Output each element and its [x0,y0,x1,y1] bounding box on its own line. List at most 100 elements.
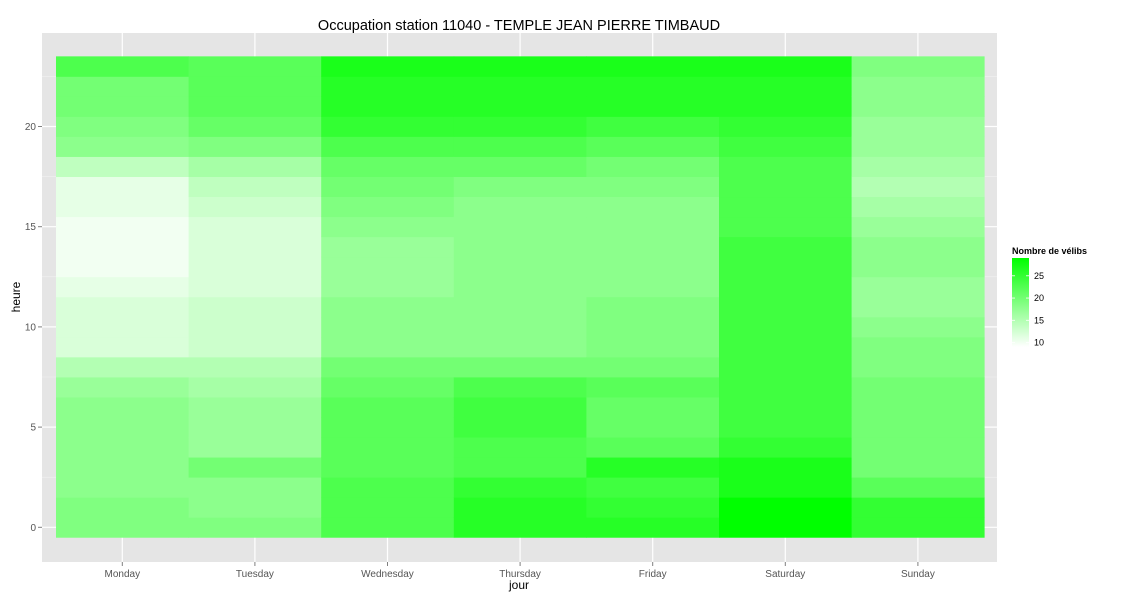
x-tick-label: Saturday [765,569,805,580]
heatmap-tile [321,377,455,398]
heatmap-tile [188,236,322,258]
heatmap-tile [188,377,322,398]
heatmap-tile [453,76,587,97]
heatmap-tile [188,316,322,338]
heatmap-tile [453,256,587,278]
legend-tick-label: 25 [1034,271,1044,281]
heatmap-tile [851,517,985,538]
x-tick-label: Thursday [499,569,541,580]
heatmap-tile [851,477,985,498]
heatmap-tile [321,156,455,177]
heatmap-tile [851,76,985,97]
heatmap-tile [453,377,587,398]
heatmap-tile [851,377,985,398]
heatmap-tile [321,56,455,77]
heatmap-tile [851,196,985,218]
heatmap-tile [453,497,587,518]
heatmap-tile [851,316,985,338]
heatmap-tile [321,517,455,538]
heatmap-tile [719,517,852,538]
heatmap-tile [188,437,322,458]
legend-colorbar [1012,258,1029,347]
heatmap-tile [56,316,189,338]
heatmap-tile [188,196,322,218]
heatmap-tile [188,457,322,478]
heatmap-tile [56,377,189,398]
heatmap-tile [851,276,985,298]
heatmap-tile [56,256,189,278]
heatmap-tile [851,56,985,77]
heatmap-tile [719,276,852,298]
heatmap-tile [586,377,720,398]
heatmap-tile [188,136,322,157]
heatmap-tile [586,76,720,97]
heatmap-tile [851,256,985,278]
heatmap-tile [719,156,852,177]
heatmap-tile [586,517,720,538]
heatmap-tile [586,417,720,438]
heatmap-tile [188,76,322,97]
heatmap-tile [56,96,189,117]
heatmap-tile [586,176,720,198]
heatmap-tile [851,437,985,458]
heatmap-tile [851,457,985,478]
heatmap-tile [188,497,322,518]
x-axis-ticks: Monday Tuesday Wednesday Thursday Friday Satu… [105,562,935,580]
heatmap-tile [188,56,322,77]
heatmap-tile [719,96,852,117]
heatmap-tile [719,196,852,218]
heatmap-tiles [56,56,985,538]
x-tick-label: Friday [639,569,667,580]
heatmap-tile [321,457,455,478]
heatmap-tile [586,437,720,458]
heatmap-tile [586,56,720,77]
x-tick-label: Tuesday [236,569,274,580]
heatmap-tile [586,477,720,498]
y-axis-title: heure [9,281,23,312]
heatmap-tile [851,216,985,238]
heatmap-tile [719,497,852,518]
heatmap-tile [719,76,852,97]
heatmap-tile [56,497,189,518]
heatmap-tile [453,236,587,258]
heatmap-tile [188,397,322,418]
heatmap-tile [453,156,587,177]
heatmap-tile [453,136,587,157]
x-axis-title: jour [508,578,529,592]
heatmap-tile [851,296,985,318]
heatmap-tile [453,116,587,137]
heatmap-tile [719,336,852,358]
heatmap-tile [586,136,720,157]
heatmap-tile [719,256,852,278]
heatmap-tile [851,176,985,198]
heatmap-tile [586,316,720,338]
heatmap-tile [56,276,189,298]
heatmap-tile [453,56,587,77]
heatmap-tile [851,497,985,518]
heatmap-tile [321,316,455,338]
x-tick-label: Monday [105,569,141,580]
heatmap-tile [321,437,455,458]
heatmap-tile [586,296,720,318]
heatmap-tile [321,136,455,157]
heatmap-tile [719,377,852,398]
heatmap-tile [851,136,985,157]
heatmap-tile [321,196,455,218]
heatmap-tile [719,296,852,318]
legend-tick-label: 15 [1034,315,1044,325]
heatmap-tile [851,336,985,358]
heatmap-tile [56,356,189,378]
legend: Nombre de vélibs 10 15 20 25 [1012,246,1087,348]
heatmap-tile [56,397,189,418]
y-tick-label: 10 [25,322,37,333]
heatmap-tile [586,457,720,478]
legend-title: Nombre de vélibs [1012,246,1087,256]
y-tick-label: 20 [25,122,37,133]
heatmap-tile [188,517,322,538]
heatmap-tile [719,236,852,258]
heatmap-tile [586,156,720,177]
heatmap-tile [453,437,587,458]
heatmap-tile [188,96,322,117]
heatmap-tile [188,296,322,318]
heatmap-tile [586,356,720,378]
